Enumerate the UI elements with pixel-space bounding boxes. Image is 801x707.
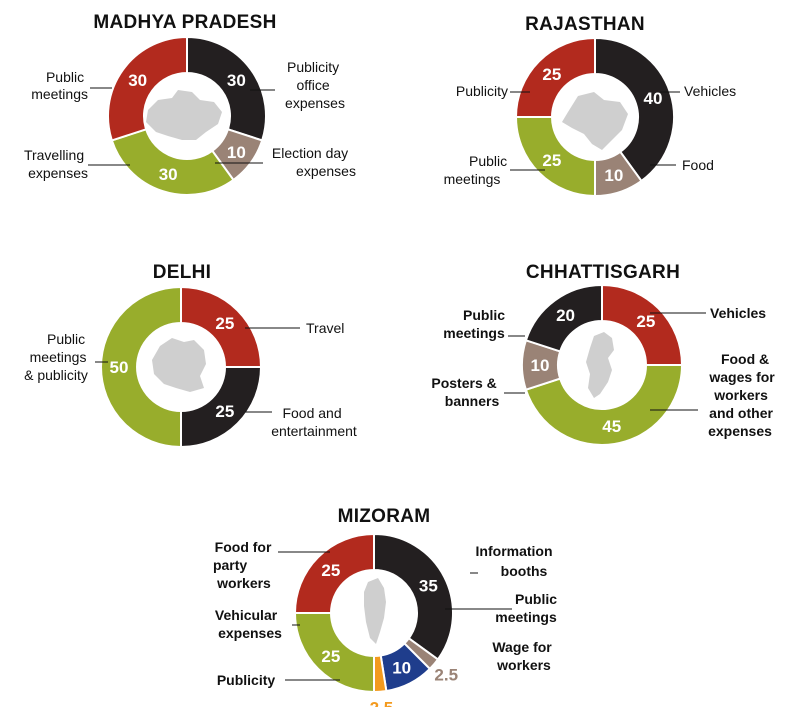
slice-food-for-party-workers (373, 532, 454, 661)
value-label-wage-for-workers: 2.5 (370, 699, 394, 707)
state-map-madhya-pradesh (146, 90, 222, 140)
label-publicity-office-expenses: Publicity office expenses (285, 59, 345, 111)
value-label-public-meetings-publicity: 50 (110, 358, 129, 377)
label-food-for-party-workers: Food for party workers (213, 539, 275, 591)
state-map-chhattisgarh (586, 332, 614, 398)
value-label-public-meetings: 25 (542, 151, 561, 170)
label-public-meetings: Public meetings (31, 69, 88, 102)
value-label-travel: 25 (215, 314, 234, 333)
label-food: Food (682, 157, 714, 173)
chart-title: MADHYA PRADESH (93, 12, 276, 33)
chart-chhattisgarh: CHHATTISGARH 25 45 10 20 Vehicles Public me… (431, 262, 779, 446)
state-map-rajasthan (562, 92, 628, 150)
label-publicity: Publicity (217, 672, 276, 688)
slice-travelling-expenses (110, 128, 235, 196)
value-label-vehicular-expenses: 25 (321, 561, 340, 580)
value-label-food-for-party-workers: 35 (419, 576, 438, 595)
donut-chhattisgarh: 25 45 10 20 (521, 283, 684, 446)
value-label-vehicles: 40 (644, 89, 663, 108)
state-map-mizoram (364, 578, 386, 644)
label-vehicles: Vehicles (710, 305, 766, 321)
value-label-posters-banners: 10 (531, 356, 550, 375)
value-label-publicity: 25 (542, 65, 561, 84)
value-label-publicity-office-expenses: 30 (227, 71, 246, 90)
slice-vehicles (594, 36, 675, 183)
slice-public-meetings-publicity (100, 285, 182, 449)
donut-rajasthan: 40 10 25 25 (514, 36, 675, 198)
state-map-delhi (152, 338, 206, 392)
value-label-public-meetings: 30 (128, 71, 147, 90)
value-label-food-wages-for-workers-and-other-expenses: 45 (602, 417, 621, 436)
value-label-public-meetings: 20 (556, 306, 575, 325)
chart-rajasthan: RAJASTHAN 40 10 25 25 Publicity Vehicles Pu… (444, 14, 736, 198)
label-election-day-expenses: Election day expenses (272, 145, 356, 179)
slice-public-meetings (107, 35, 188, 142)
chart-delhi: DELHI 25 25 50 Travel Public meetings & pu… (24, 262, 357, 449)
label-food-and-entertainment: Food and entertainment (271, 405, 357, 439)
label-public-meetings: Public meetings (495, 591, 561, 625)
label-travelling-expenses: Travelling expenses (24, 147, 88, 181)
label-public-meetings: Public meetings (443, 307, 509, 341)
donut-mizoram: 35 2.5 10 2.5 25 25 (293, 532, 458, 707)
value-label-vehicles: 25 (636, 312, 655, 331)
label-food-wages-workers: Food & wages for workers and other expen… (708, 351, 779, 439)
value-label-election-day-expenses: 10 (227, 143, 246, 162)
label-posters-banners: Posters & banners (431, 375, 500, 409)
chart-title: RAJASTHAN (525, 14, 645, 35)
chart-title: CHHATTISGARH (526, 262, 680, 283)
label-wage-for-workers: Wage for workers (492, 639, 555, 673)
value-label-information-booths: 2.5 (434, 666, 458, 685)
chart-title: DELHI (153, 262, 212, 283)
label-publicity: Publicity (456, 83, 508, 99)
slice-vehicular-expenses (293, 532, 375, 614)
chart-title: MIZORAM (338, 506, 431, 527)
value-label-publicity: 25 (321, 647, 340, 666)
slice-publicity-office-expenses (186, 35, 267, 142)
label-public-meetings-publicity: Public meetings & publicity (24, 331, 90, 383)
label-public-meetings: Public meetings (444, 153, 511, 187)
value-label-food-and-entertainment: 25 (215, 402, 234, 421)
slice-publicity (514, 36, 596, 118)
slice-public-meetings (524, 283, 603, 353)
chart-mizoram: MIZORAM 35 2.5 10 2.5 25 25 Food for party wo… (213, 506, 561, 707)
label-vehicular-expenses: Vehicular expenses (215, 607, 282, 641)
donut-delhi: 25 25 50 (100, 285, 263, 449)
label-travel: Travel (306, 320, 344, 336)
label-information-booths: Information booths (476, 543, 557, 579)
value-label-food: 10 (604, 166, 623, 185)
label-vehicles: Vehicles (684, 83, 736, 99)
donut-madhya-pradesh: 30 10 30 30 (107, 35, 267, 196)
value-label-travelling-expenses: 30 (159, 165, 178, 184)
slice-food-wages-for-workers-and-other-expenses (524, 364, 684, 446)
value-label-public-meetings: 10 (392, 658, 411, 677)
